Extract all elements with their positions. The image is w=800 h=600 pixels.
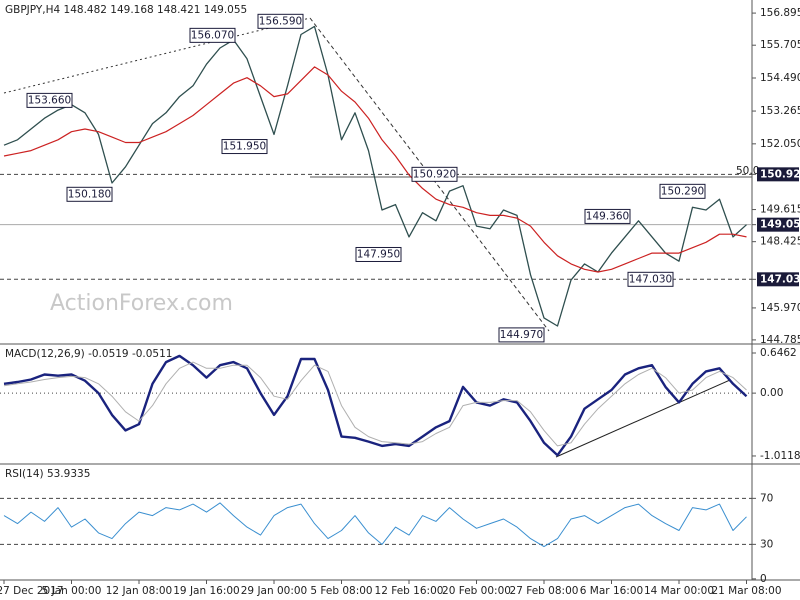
y-tick-box — [757, 272, 799, 287]
x-tick-label: 12 Jan 08:00 — [106, 585, 172, 597]
chart-title: GBPJPY,H4 148.482 149.168 148.421 149.05… — [5, 4, 247, 16]
series-line — [3, 66, 747, 273]
y-tick-label: 156.895 — [760, 7, 800, 19]
x-tick-label: 5 Jan 00:00 — [42, 585, 102, 597]
watermark: ActionForex.com — [50, 291, 233, 316]
y-tick-label: 149.615 — [760, 204, 800, 216]
annotation-box — [584, 208, 631, 224]
annotation-box — [66, 186, 113, 202]
annotation-box — [221, 139, 268, 155]
series-line — [3, 25, 747, 327]
series-line — [3, 354, 748, 457]
x-tick-label: 20 Feb 00:00 — [442, 585, 511, 597]
x-tick-label: 12 Feb 16:00 — [375, 585, 444, 597]
y-tick-box — [757, 217, 799, 232]
series-line — [3, 502, 747, 548]
series-line — [3, 361, 747, 447]
y-tick-label: 152.050 — [760, 138, 800, 150]
x-tick-label: 19 Jan 16:00 — [173, 585, 239, 597]
y-tick-label: 0 — [760, 573, 767, 585]
y-tick-label: 144.785 — [760, 334, 800, 346]
annotation-label: 147.950 — [357, 248, 400, 260]
y-tick-label: 147.030 — [760, 273, 800, 285]
annotation-label: 156.070 — [191, 29, 234, 41]
y-tick-label: 145.970 — [760, 302, 800, 314]
y-tick-label: 148.425 — [760, 236, 800, 248]
annotation-box — [189, 27, 236, 43]
x-tick-label: 5 Feb 08:00 — [310, 585, 372, 597]
x-tick-label: 27 Dec 2017 — [0, 585, 64, 597]
annotation-label: 150.180 — [68, 188, 111, 200]
y-tick-label: 70 — [760, 492, 773, 504]
annotation-label: 149.360 — [586, 210, 629, 222]
y-tick-label: -1.0118 — [760, 450, 800, 462]
annotation-box — [411, 166, 458, 182]
x-tick-label: 21 Mar 08:00 — [711, 585, 781, 597]
macd-trend-line — [555, 379, 731, 458]
annotation-label: 153.660 — [28, 94, 71, 106]
x-tick-label: 6 Mar 16:00 — [580, 585, 643, 597]
annotation-box — [627, 271, 674, 287]
annotation-box — [257, 13, 304, 29]
y-tick-label: 0.00 — [760, 387, 783, 399]
macd-title: MACD(12,26,9) -0.0519 -0.0511 — [5, 348, 172, 360]
y-tick-label: 30 — [760, 538, 773, 550]
y-tick-label: 154.490 — [760, 72, 800, 84]
y-tick-label: 149.055 — [760, 219, 800, 231]
x-tick-label: 14 Mar 00:00 — [644, 585, 714, 597]
x-tick-label: 27 Feb 08:00 — [510, 585, 579, 597]
y-tick-label: 155.705 — [760, 39, 800, 51]
annotation-label: 144.970 — [500, 329, 543, 341]
annotation-label: 150.920 — [413, 168, 456, 180]
rsi-title: RSI(14) 53.9335 — [5, 468, 90, 480]
annotation-box — [355, 246, 402, 262]
y-tick-label: 153.265 — [760, 105, 800, 117]
annotation-label: 147.030 — [629, 273, 672, 285]
annotation-label: 151.950 — [223, 141, 266, 153]
x-tick-label: 29 Jan 00:00 — [241, 585, 307, 597]
annotation-label: 156.590 — [259, 15, 302, 27]
annotation-label: 150.290 — [661, 185, 704, 197]
fib-label: 50.0 — [736, 165, 759, 177]
annotation-box — [498, 327, 545, 343]
annotation-box — [659, 183, 706, 199]
y-tick-label: 150.920 — [760, 168, 800, 180]
y-tick-label: 0.6462 — [760, 347, 797, 359]
y-tick-box — [757, 167, 799, 182]
annotation-box — [26, 92, 73, 108]
